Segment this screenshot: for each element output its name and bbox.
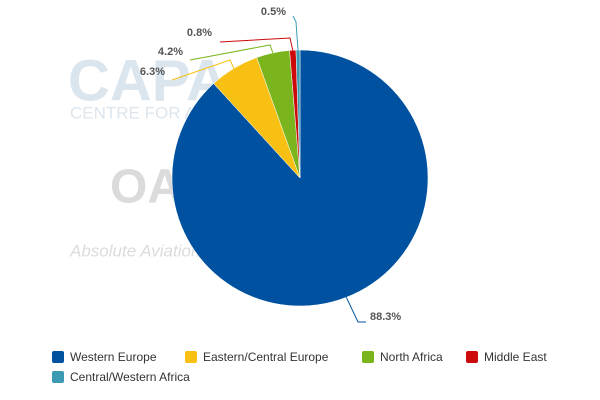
watermark-text: Absolute Aviation — [69, 241, 200, 260]
legend-label: Central/Western Africa — [70, 370, 190, 384]
data-label: 0.8% — [187, 27, 212, 39]
legend-swatch — [52, 371, 64, 383]
leader-line — [345, 297, 366, 323]
data-label: 0.5% — [261, 6, 286, 18]
legend-swatch — [466, 351, 478, 363]
data-label: 6.3% — [140, 66, 165, 78]
legend-swatch — [185, 351, 197, 363]
data-label: 88.3% — [370, 311, 401, 323]
legend-swatch — [362, 351, 374, 363]
legend-item: Central/Western Africa — [52, 370, 190, 384]
legend-item: Middle East — [466, 350, 547, 364]
data-label: 4.2% — [158, 46, 183, 58]
leader-line — [189, 44, 274, 61]
legend-item: North Africa — [362, 350, 443, 364]
legend-label: Middle East — [484, 350, 547, 364]
legend-label: Eastern/Central Europe — [203, 350, 329, 364]
legend-swatch — [52, 351, 64, 363]
legend-item: Western Europe — [52, 350, 157, 364]
legend-label: Western Europe — [70, 350, 157, 364]
leader-line — [171, 59, 235, 81]
legend-label: North Africa — [380, 350, 443, 364]
leader-line — [219, 37, 294, 51]
leader-line — [292, 15, 299, 51]
legend-item: Eastern/Central Europe — [185, 350, 329, 364]
